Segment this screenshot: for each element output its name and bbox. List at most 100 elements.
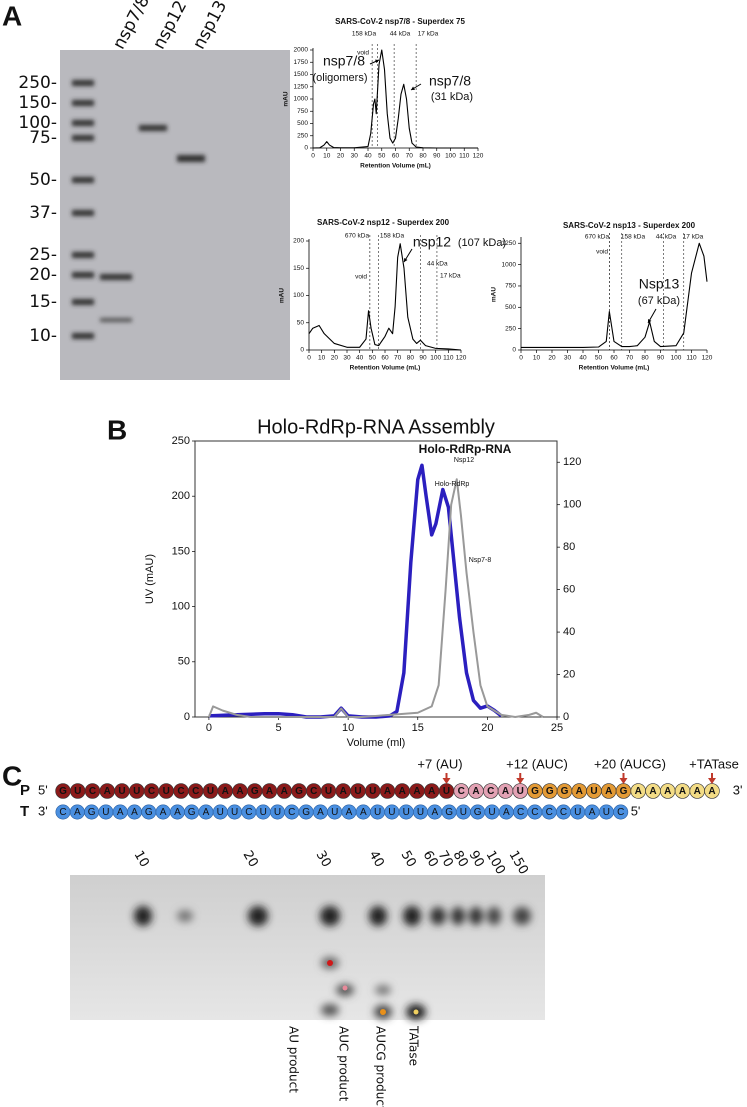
y-tick-label: 0 <box>300 347 304 354</box>
annotation: Nsp13 <box>639 276 680 292</box>
product-label: TATase <box>407 1025 421 1066</box>
x-tick-label: 80 <box>407 355 415 362</box>
x-tick-label: 50 <box>595 355 603 362</box>
gel-bands <box>134 906 531 1020</box>
y-tick-label: 0 <box>184 711 190 723</box>
marker-label: 17 kDa <box>418 31 439 38</box>
gel-bands <box>72 80 205 339</box>
x-tick-label: 30 <box>343 355 351 362</box>
marker-label: 37- <box>29 203 57 223</box>
strand-end: 3' <box>733 782 743 797</box>
y2-tick-label: 120 <box>563 456 581 468</box>
y-tick-label: 250 <box>297 132 308 139</box>
protein-band <box>139 125 167 131</box>
x-tick-label: 50 <box>378 153 386 160</box>
lane-label: 30 <box>313 848 334 870</box>
y-tick-label: 250 <box>505 325 516 332</box>
gel-band <box>320 906 340 926</box>
series-line <box>207 478 544 718</box>
marker-label: void <box>355 274 367 281</box>
x-tick-label: 10 <box>342 722 354 734</box>
y-tick-label: 150 <box>172 545 190 557</box>
product-label: +TATase <box>689 756 739 771</box>
product-label: +7 (AU) <box>417 756 462 771</box>
y-tick-label: 50 <box>297 319 305 326</box>
strand-end: 3' <box>38 803 48 818</box>
gel-band <box>375 985 391 995</box>
gel-band <box>369 906 387 926</box>
x-tick-label: 10 <box>533 355 541 362</box>
x-tick-label: 70 <box>394 355 402 362</box>
x-tick-label: 0 <box>519 355 523 362</box>
sequence-letters: GGGAUAG <box>531 786 628 797</box>
y-tick-label: 100 <box>293 292 304 299</box>
series-line <box>312 49 478 149</box>
marker-label: 20- <box>29 265 57 285</box>
series-line <box>308 243 462 351</box>
arrow-head <box>404 258 408 262</box>
marker-label: 50- <box>29 170 57 190</box>
y-tick-label: 500 <box>505 304 516 311</box>
marker-label: 150- <box>18 93 57 113</box>
sequence-letters: GUCAUUCUCCUAAGAAGCUAUUAAAAU <box>59 786 450 797</box>
ladder-band <box>72 272 94 278</box>
ladder-band <box>72 299 94 305</box>
x-tick-label: 90 <box>433 153 441 160</box>
ladder-band <box>72 80 94 86</box>
ladder-band <box>72 135 94 141</box>
annotation: Nsp12 <box>454 457 474 464</box>
y-tick-label: 1250 <box>294 83 309 90</box>
y-tick-label: 0 <box>304 145 308 152</box>
arrow-head <box>375 59 379 64</box>
product-dot <box>413 1009 419 1015</box>
product-label: AU product <box>287 1026 301 1093</box>
x-tick-label: 20 <box>331 355 339 362</box>
x-tick-label: 60 <box>392 153 400 160</box>
marker-label: 17 kDa <box>683 234 704 241</box>
lane-label: 70 <box>435 848 456 870</box>
x-tick-label: 30 <box>351 153 359 160</box>
x-tick-label: 120 <box>702 355 713 362</box>
sequence-letters: CACAU <box>458 786 524 797</box>
chart-title: SARS-CoV-2 nsp13 - Superdex 200 <box>563 221 696 230</box>
y-tick-label: 2000 <box>294 47 309 54</box>
gel-band <box>177 910 193 922</box>
y-tick-label: 0 <box>512 347 516 354</box>
y-tick-label: 1750 <box>294 59 309 66</box>
x-tick-label: 80 <box>419 153 427 160</box>
gel-band <box>403 906 421 926</box>
x-tick-label: 60 <box>381 355 389 362</box>
marker-label: 15- <box>29 292 57 312</box>
y-axis-label: mAU <box>491 287 498 302</box>
gel-band <box>248 906 268 926</box>
y2-tick-label: 60 <box>563 584 575 596</box>
x-tick-label: 120 <box>456 355 467 362</box>
x-tick-label: 0 <box>206 722 212 734</box>
x-tick-label: 0 <box>307 355 311 362</box>
ladder-band <box>72 333 94 339</box>
gel-band <box>321 1004 339 1016</box>
y-axis-label: UV (mAU) <box>144 554 156 604</box>
product-dot <box>342 985 348 991</box>
lane-label: 60 <box>420 848 441 870</box>
product-arrow-head <box>516 778 525 784</box>
x-axis-label: Volume (ml) <box>347 737 406 749</box>
y2-tick-label: 100 <box>563 499 581 511</box>
y-tick-label: 750 <box>297 108 308 115</box>
y-tick-label: 50 <box>178 656 190 668</box>
x-tick-label: 20 <box>337 153 345 160</box>
series-label: Holo-RdRp-RNA <box>419 442 512 456</box>
x-tick-label: 100 <box>430 355 441 362</box>
y2-tick-label: 40 <box>563 626 575 638</box>
x-tick-label: 80 <box>641 355 649 362</box>
y-tick-label: 1000 <box>294 96 309 103</box>
arrow-head <box>648 319 652 323</box>
annotation: (107 kDa) <box>458 237 506 249</box>
chart-title: SARS-CoV-2 nsp12 - Superdex 200 <box>317 218 450 227</box>
annotation: (67 kDa) <box>638 295 680 307</box>
marker-label: 100- <box>18 113 57 133</box>
x-tick-label: 30 <box>564 355 572 362</box>
x-tick-label: 40 <box>356 355 364 362</box>
x-tick-label: 110 <box>459 153 470 160</box>
product-label: +12 (AUC) <box>506 756 568 771</box>
